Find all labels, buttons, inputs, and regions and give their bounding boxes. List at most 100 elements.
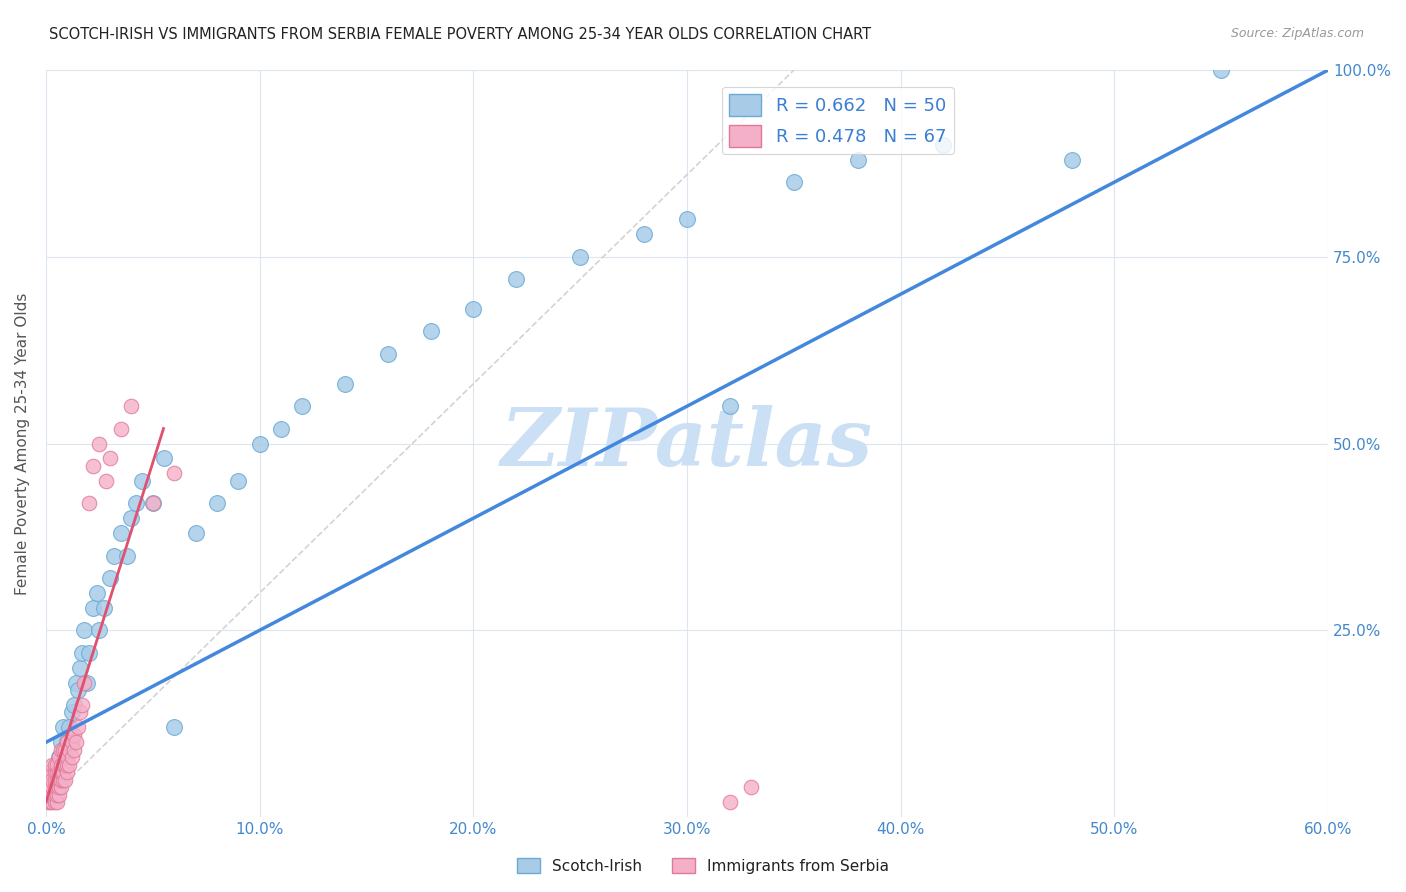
Point (152, 451, 174, 466)
Point (39, 788, 62, 802)
Point (846, 153, 869, 167)
Point (49, 743, 72, 757)
Point (184, 526, 207, 541)
Point (125, 496, 148, 510)
Point (76, 675, 98, 690)
Point (56, 765, 79, 780)
Point (333, 376, 356, 391)
Point (66, 683, 89, 698)
Point (44, 788, 66, 802)
Point (89, 436, 111, 450)
Point (49, 772, 72, 787)
Point (72, 646, 94, 660)
Point (56, 750, 79, 764)
Point (53, 743, 76, 757)
Point (718, 399, 741, 413)
Point (37, 795, 59, 809)
Point (41, 772, 63, 787)
Point (291, 399, 314, 413)
Point (44, 757, 66, 772)
Legend: R = 0.662   N = 50, R = 0.478   N = 67: R = 0.662 N = 50, R = 0.478 N = 67 (721, 87, 953, 154)
Point (39, 765, 62, 780)
Point (62, 743, 84, 757)
Point (98, 451, 121, 466)
Point (48, 765, 70, 780)
Point (45, 788, 67, 802)
Point (932, 137, 955, 152)
Point (41, 780, 63, 794)
Point (49, 780, 72, 794)
Point (44, 772, 66, 787)
Point (44, 795, 66, 809)
Point (53, 757, 76, 772)
Point (73, 675, 96, 690)
Point (69, 660, 91, 674)
Point (45, 772, 67, 787)
Point (676, 212, 699, 227)
Text: SCOTCH-IRISH VS IMMIGRANTS FROM SERBIA FEMALE POVERTY AMONG 25-34 YEAR OLDS CORR: SCOTCH-IRISH VS IMMIGRANTS FROM SERBIA F… (49, 27, 872, 42)
Point (45, 772, 67, 787)
Point (45, 765, 67, 780)
Point (45, 795, 67, 809)
Y-axis label: Female Poverty Among 25-34 Year Olds: Female Poverty Among 25-34 Year Olds (15, 293, 30, 595)
Point (37, 765, 59, 780)
Point (249, 436, 271, 450)
Point (45, 757, 67, 772)
Point (226, 474, 249, 488)
Point (633, 227, 655, 242)
Point (52, 720, 75, 734)
Point (48, 772, 70, 787)
Point (103, 549, 125, 563)
Point (48, 750, 70, 764)
Point (115, 549, 138, 563)
Point (48, 780, 70, 794)
Point (377, 347, 399, 361)
Point (110, 526, 132, 541)
Point (44, 780, 66, 794)
Point (49, 765, 72, 780)
Point (53, 772, 76, 787)
Point (205, 496, 228, 510)
Point (72, 698, 94, 712)
Point (60, 735, 83, 749)
Point (65, 735, 87, 749)
Point (120, 399, 142, 413)
Point (783, 175, 806, 189)
Point (82, 600, 104, 615)
Point (1060, 153, 1083, 167)
Point (52, 757, 75, 772)
Point (56, 735, 79, 749)
Point (62, 728, 84, 742)
Point (142, 496, 165, 510)
Point (62, 698, 84, 712)
Point (58, 757, 80, 772)
Point (53, 750, 76, 764)
Point (39, 780, 62, 794)
Point (82, 458, 104, 473)
Point (56, 735, 79, 749)
Point (73, 624, 96, 638)
Point (65, 675, 87, 690)
Point (69, 706, 91, 720)
Legend: Scotch-Irish, Immigrants from Serbia: Scotch-Irish, Immigrants from Serbia (510, 852, 896, 880)
Point (93, 600, 115, 615)
Point (77, 646, 100, 660)
Point (52, 765, 75, 780)
Point (120, 511, 142, 525)
Point (48, 750, 70, 764)
Point (163, 467, 186, 481)
Point (89, 624, 111, 638)
Point (60, 750, 83, 764)
Point (41, 757, 63, 772)
Point (569, 250, 592, 264)
Point (58, 743, 80, 757)
Point (131, 474, 153, 488)
Text: Source: ZipAtlas.com: Source: ZipAtlas.com (1230, 27, 1364, 40)
Point (77, 496, 100, 510)
Point (270, 421, 292, 435)
Point (94, 474, 117, 488)
Point (52, 772, 75, 787)
Point (718, 795, 741, 809)
Point (98, 571, 121, 585)
Point (1211, 63, 1233, 78)
